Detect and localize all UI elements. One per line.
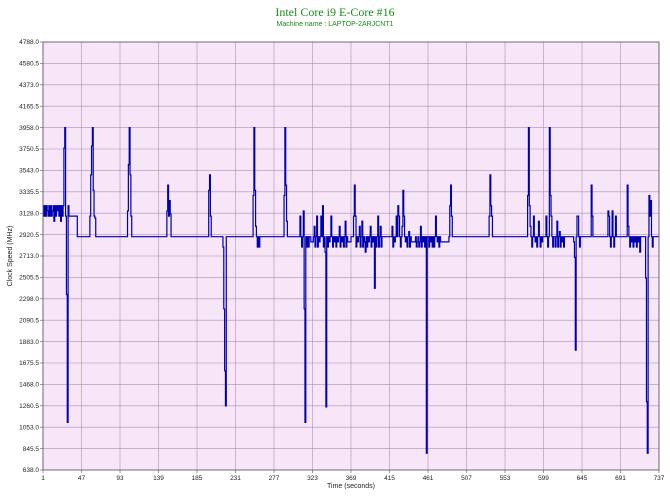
x-tick-label: 645 (577, 475, 588, 482)
y-tick-label: 2713.0 (19, 253, 39, 260)
y-tick-label: 1883.0 (19, 339, 39, 346)
x-tick-label: 1 (41, 475, 45, 482)
y-tick-label: 4580.5 (19, 61, 39, 68)
y-tick-label: 3543.0 (19, 168, 39, 175)
y-tick-label: 3128.0 (19, 210, 39, 217)
chart-title: Intel Core i9 E-Core #16 (275, 5, 395, 19)
plot-frame (42, 41, 660, 471)
y-tick-label: 4788.0 (19, 39, 39, 46)
x-tick-label: 507 (461, 475, 472, 482)
y-tick-label: 4165.5 (19, 103, 39, 110)
x-tick-label: 47 (78, 475, 86, 482)
x-tick-label: 415 (384, 475, 395, 482)
grid-lines (42, 41, 660, 471)
x-tick-label: 553 (500, 475, 511, 482)
y-tick-label: 2505.5 (19, 275, 39, 282)
y-tick-label: 3750.5 (19, 146, 39, 153)
x-axis: 1 47 93 139 185 231 277 323 369 415 461 507 553 599 64… (41, 470, 665, 482)
x-tick-label: 277 (269, 475, 280, 482)
y-tick-label: 2920.5 (19, 232, 39, 239)
chart-subtitle: Machine name : LAPTOP-2ARJCNT1 (276, 21, 394, 28)
series-line-clock-speed (43, 127, 659, 454)
x-tick-label: 93 (116, 475, 124, 482)
y-tick-label: 1260.5 (19, 403, 39, 410)
y-tick-label: 2090.5 (19, 317, 39, 324)
x-tick-label: 185 (192, 475, 203, 482)
x-tick-label: 323 (307, 475, 318, 482)
y-tick-label: 1053.0 (19, 424, 39, 431)
y-tick-label: 3335.5 (19, 189, 39, 196)
y-tick-label: 2298.0 (19, 296, 39, 303)
y-tick-label: 638.0 (23, 467, 40, 474)
y-tick-label: 4373.0 (19, 82, 39, 89)
x-tick-label: 461 (423, 475, 434, 482)
y-axis: 638.0 845.5 1053.0 1260.5 1468.0 1675.5 1883.0… (19, 39, 43, 474)
y-tick-label: 1468.0 (19, 382, 39, 389)
y-tick-label: 845.5 (23, 446, 40, 453)
x-tick-label: 737 (654, 475, 665, 482)
x-tick-label: 231 (230, 475, 241, 482)
x-tick-label: 599 (538, 475, 549, 482)
x-tick-label: 691 (615, 475, 626, 482)
x-axis-label: Time (seconds) (327, 483, 375, 490)
y-tick-label: 1675.5 (19, 360, 39, 367)
y-axis-label: Clock Speed (MHz) (7, 226, 14, 287)
y-tick-label: 3958.0 (19, 125, 39, 132)
x-tick-label: 369 (346, 475, 357, 482)
x-tick-label: 139 (153, 475, 164, 482)
